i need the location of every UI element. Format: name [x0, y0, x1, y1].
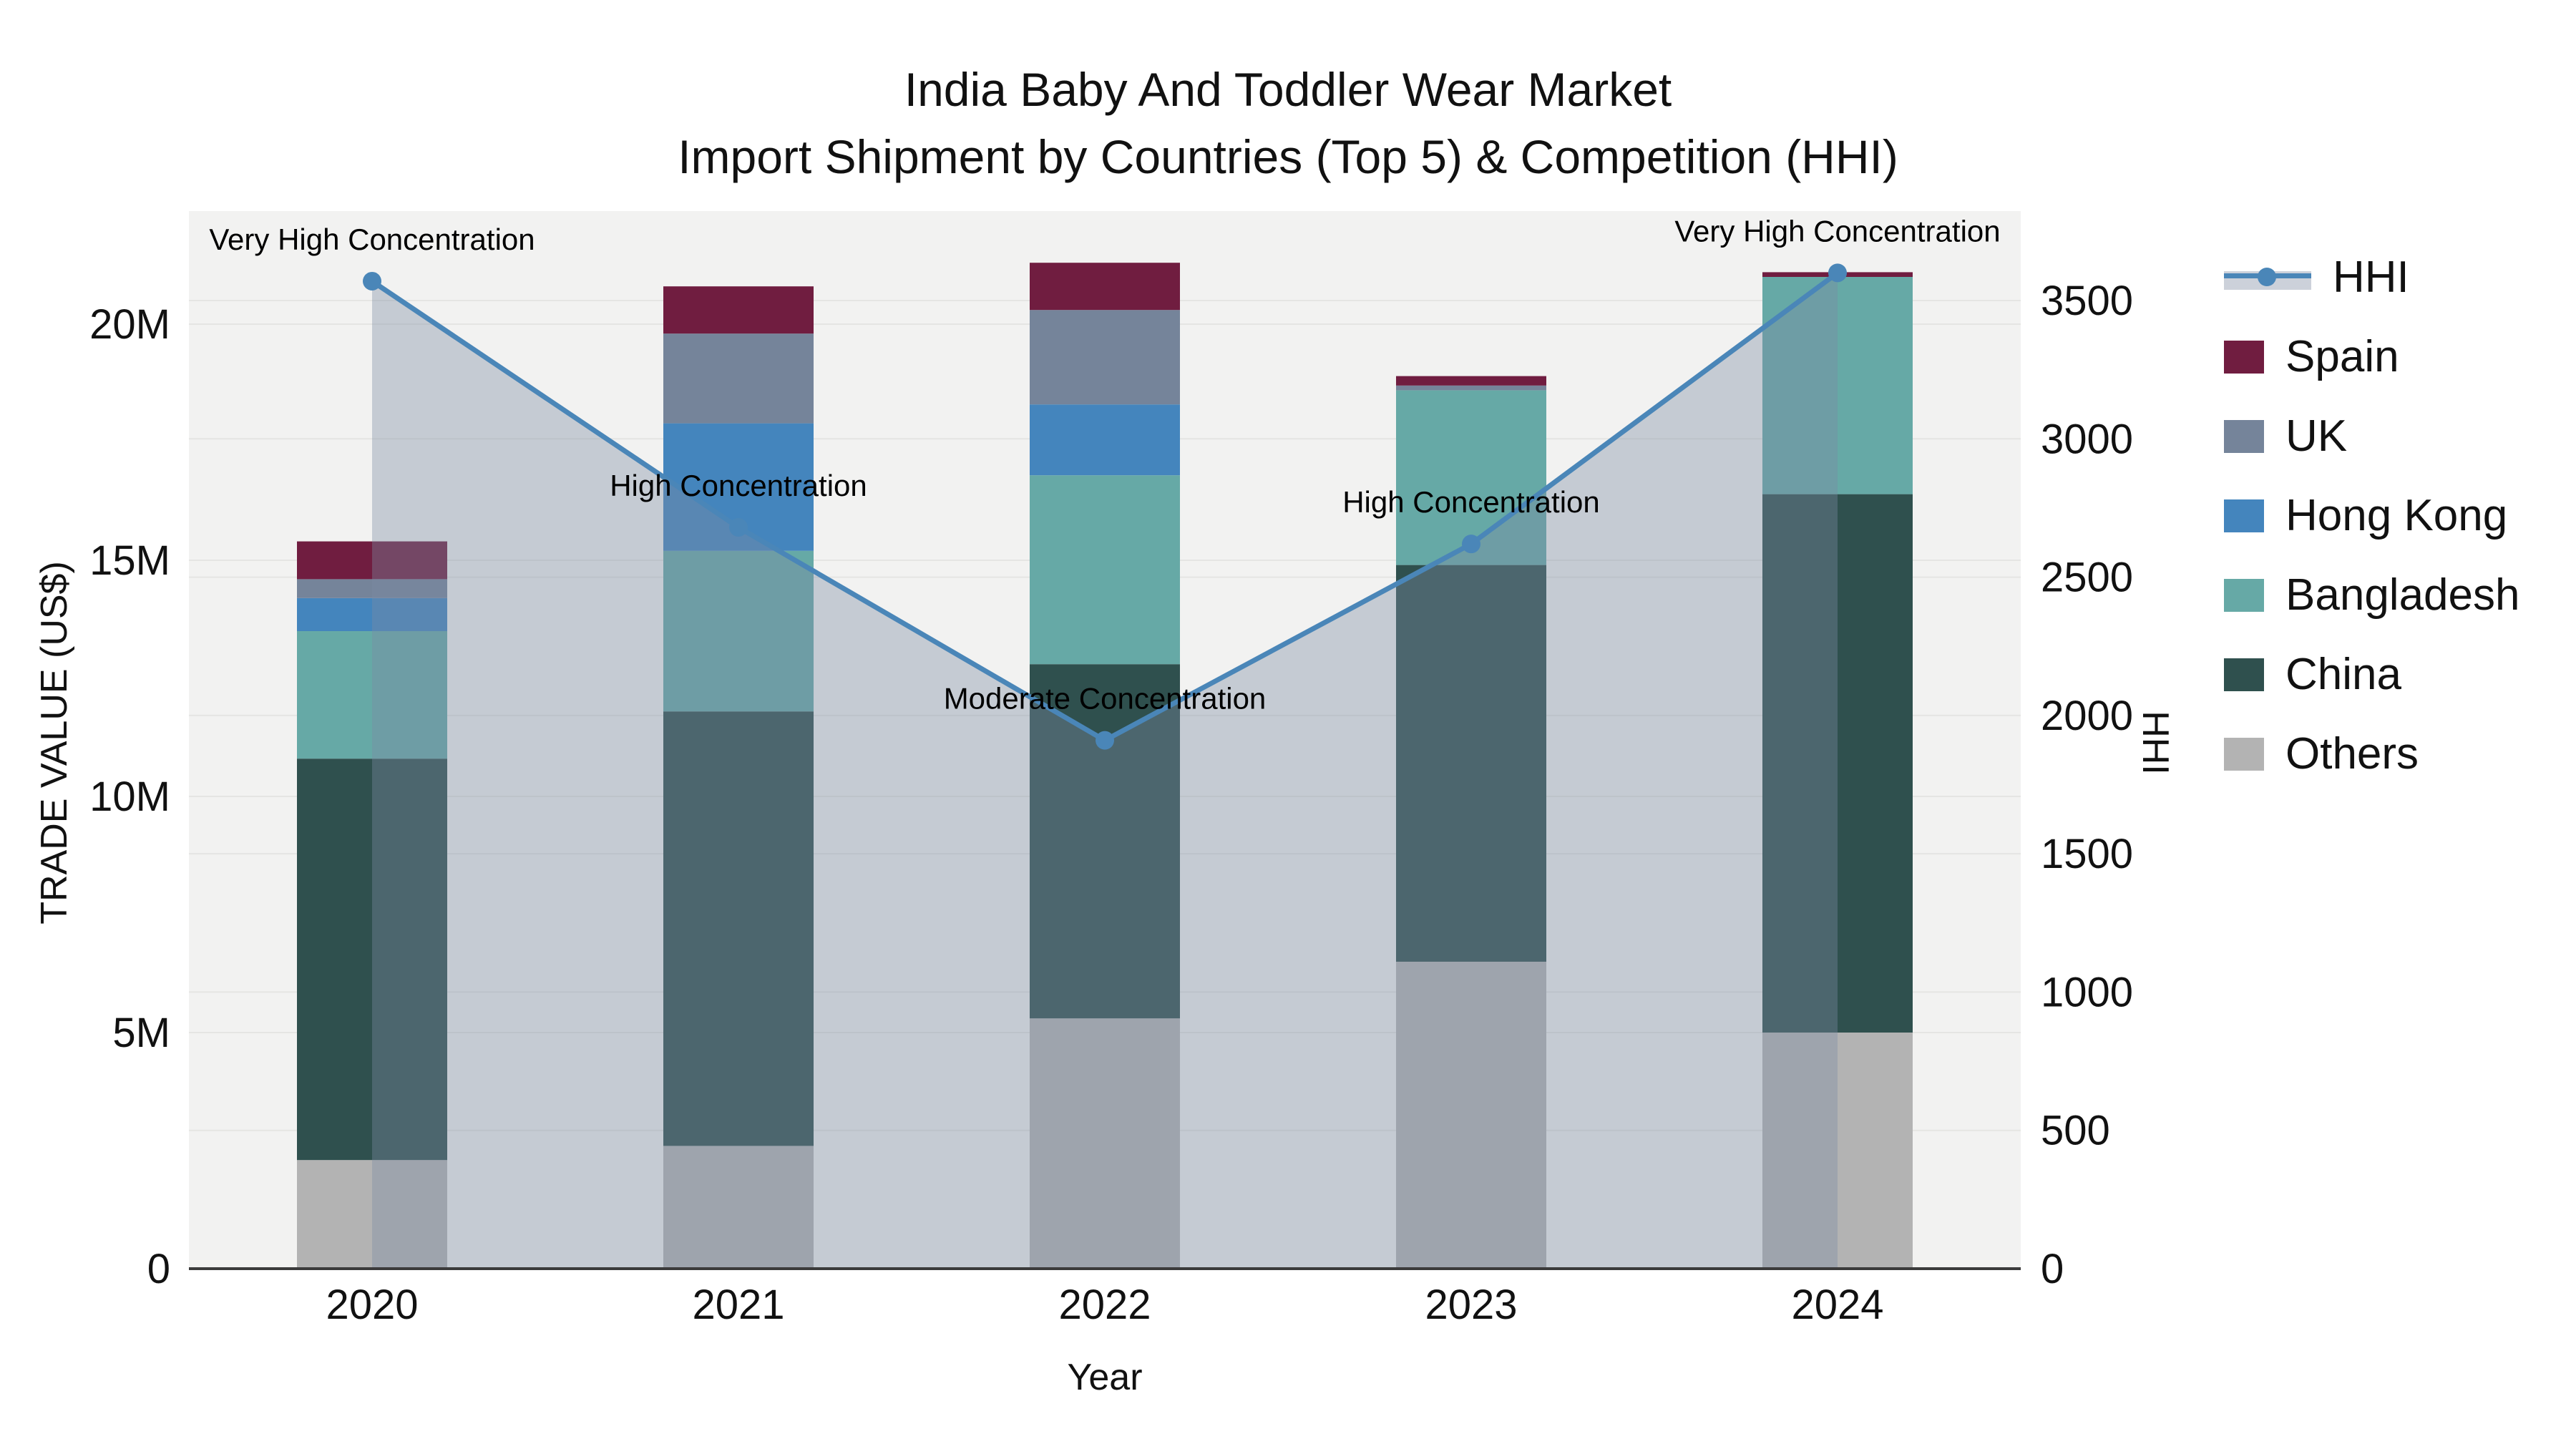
bar-segment-bangladesh	[297, 631, 447, 759]
legend-item-spain[interactable]: Spain	[2224, 331, 2520, 382]
legend-label: UK	[2285, 411, 2348, 461]
bar-segment-uk	[663, 333, 814, 424]
chart-title: India Baby And Toddler Wear Market Impor…	[0, 56, 2576, 190]
annotation-2021: High Concentration	[610, 469, 867, 502]
bar-segment-others	[297, 1160, 447, 1269]
bar-segment-china	[1030, 664, 1180, 1019]
bar-segment-spain	[663, 286, 814, 334]
legend-item-bangladesh[interactable]: Bangladesh	[2224, 570, 2520, 620]
chart-title-line2: Import Shipment by Countries (Top 5) & C…	[678, 130, 1898, 183]
bar-segment-uk	[297, 579, 447, 598]
y-right-tick-label: 1000	[2041, 969, 2133, 1015]
legend-label: HHI	[2333, 253, 2409, 302]
hhi-marker	[1096, 731, 1114, 750]
bar-segment-china	[1762, 494, 1913, 1033]
x-tick-label: 2023	[1425, 1282, 1517, 1328]
hhi-marker	[1828, 263, 1847, 283]
x-axis-title: Year	[1067, 1357, 1143, 1398]
hhi-marker	[363, 271, 381, 291]
bar-segment-others	[1396, 962, 1546, 1269]
bangladesh-swatch-icon	[2224, 578, 2264, 612]
legend-item-china[interactable]: China	[2224, 649, 2520, 700]
y-left-tick-label: 10M	[89, 774, 170, 820]
hhi-marker	[729, 517, 748, 537]
annotation-2024: Very High Concentration	[1674, 214, 2000, 248]
x-tick-label: 2022	[1058, 1282, 1151, 1328]
hhi-marker	[1462, 535, 1480, 554]
bar-segment-hong-kong	[1030, 404, 1180, 476]
y-right-tick-label: 1500	[2041, 831, 2133, 877]
y-right-tick-label: 2500	[2041, 555, 2133, 601]
hhi-area-fill	[372, 273, 1838, 1269]
annotation-2020: Very High Concentration	[209, 223, 535, 256]
bar-segment-bangladesh	[1030, 475, 1180, 665]
legend-label: Spain	[2285, 332, 2399, 381]
hhi-line-marker-icon	[2224, 261, 2311, 294]
x-tick-label: 2020	[326, 1282, 418, 1328]
legend-label: China	[2285, 650, 2401, 699]
y-right-tick-label: 2000	[2041, 693, 2133, 739]
y-right-tick-label: 3000	[2041, 416, 2133, 462]
y-right-tick-label: 0	[2041, 1246, 2064, 1292]
bar-segment-spain	[297, 541, 447, 580]
y-left-tick-label: 5M	[112, 1010, 170, 1056]
legend: HHI Spain UK Hong Kong Bangladesh China …	[2224, 252, 2520, 779]
legend-item-others[interactable]: Others	[2224, 728, 2520, 779]
legend-label: Hong Kong	[2285, 491, 2508, 540]
others-swatch-icon	[2224, 737, 2264, 771]
bar-segment-hong-kong	[297, 597, 447, 631]
annotation-2023: High Concentration	[1342, 485, 1600, 519]
legend-label: Others	[2285, 729, 2419, 779]
legend-item-hong-kong[interactable]: Hong Kong	[2224, 490, 2520, 541]
annotation-2022: Moderate Concentration	[944, 682, 1267, 716]
bar-segment-others	[1030, 1018, 1180, 1269]
y-axis-title-right: HHI	[2135, 711, 2176, 775]
bar-segment-others	[1762, 1033, 1913, 1269]
y-right-tick-label: 500	[2041, 1108, 2110, 1154]
y-left-tick-label: 0	[147, 1246, 170, 1292]
y-left-tick-label: 15M	[89, 537, 170, 584]
y-right-tick-label: 3500	[2041, 278, 2133, 324]
chart-title-line1: India Baby And Toddler Wear Market	[904, 63, 1672, 116]
bar-segment-others	[663, 1146, 814, 1269]
hong-kong-swatch-icon	[2224, 499, 2264, 532]
china-swatch-icon	[2224, 658, 2264, 691]
legend-label: Bangladesh	[2285, 570, 2520, 620]
x-tick-label: 2021	[692, 1282, 784, 1328]
bar-segment-spain	[1030, 263, 1180, 311]
bar-segment-bangladesh	[1762, 277, 1913, 494]
bar-segment-spain	[1396, 376, 1546, 386]
x-tick-label: 2024	[1791, 1282, 1883, 1328]
bar-segment-bangladesh	[663, 550, 814, 712]
y-left-tick-label: 20M	[89, 301, 170, 348]
bar-segment-uk	[1396, 385, 1546, 391]
uk-swatch-icon	[2224, 419, 2264, 453]
y-axis-title-left: TRADE VALUE (US$)	[34, 561, 75, 924]
bar-segment-china	[297, 758, 447, 1161]
legend-item-uk[interactable]: UK	[2224, 411, 2520, 462]
legend-item-hhi[interactable]: HHI	[2224, 252, 2520, 303]
bar-segment-china	[1396, 565, 1546, 962]
spain-swatch-icon	[2224, 340, 2264, 374]
bar-segment-china	[663, 711, 814, 1146]
bar-segment-uk	[1030, 310, 1180, 405]
